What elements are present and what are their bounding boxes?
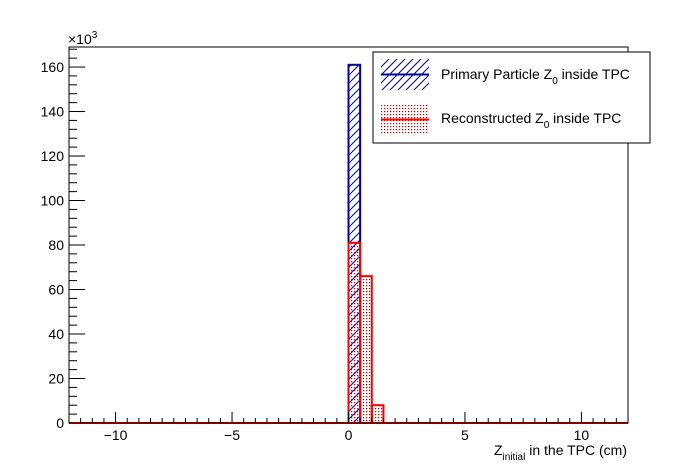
- y-tick-label: 80: [48, 237, 64, 253]
- y-tick-label: 40: [48, 326, 64, 342]
- y-tick-label: 120: [41, 148, 65, 164]
- x-tick-label: 0: [345, 427, 353, 443]
- legend-entry-reconstructed: Reconstructed Z0 inside TPC: [381, 104, 621, 135]
- x-tick-label: −10: [104, 427, 128, 443]
- y-tick-label: 160: [41, 59, 65, 75]
- series-2-bin-3: [370, 404, 385, 424]
- y-tick-label: 20: [48, 371, 64, 387]
- y-tick-label: 60: [48, 282, 64, 298]
- y-axis: 0 20 40 60 80 100 120 140 160: [41, 48, 85, 431]
- legend-label-reconstructed: Reconstructed Z0 inside TPC: [441, 110, 621, 131]
- x-axis: −10 −5 0 5 10: [80, 412, 617, 443]
- y-tick-label: 140: [41, 104, 65, 120]
- x-axis-title: Zinitial in the TPC (cm): [494, 442, 627, 463]
- legend-label-primary: Primary Particle Z0 inside TPC: [441, 66, 630, 87]
- series-2-bin-2: [359, 275, 373, 424]
- legend-entry-primary: Primary Particle Z0 inside TPC: [381, 59, 630, 90]
- x-tick-label: −5: [224, 427, 240, 443]
- legend: Primary Particle Z0 inside TPC Reconstru…: [372, 51, 651, 144]
- y-multiplier-label: ×103: [68, 30, 98, 47]
- y-tick-label: 100: [41, 193, 65, 209]
- x-tick-label: 5: [461, 427, 469, 443]
- series-2-bin-1: [347, 241, 362, 424]
- y-tick-label: 0: [56, 415, 64, 431]
- x-tick-label: 10: [574, 427, 590, 443]
